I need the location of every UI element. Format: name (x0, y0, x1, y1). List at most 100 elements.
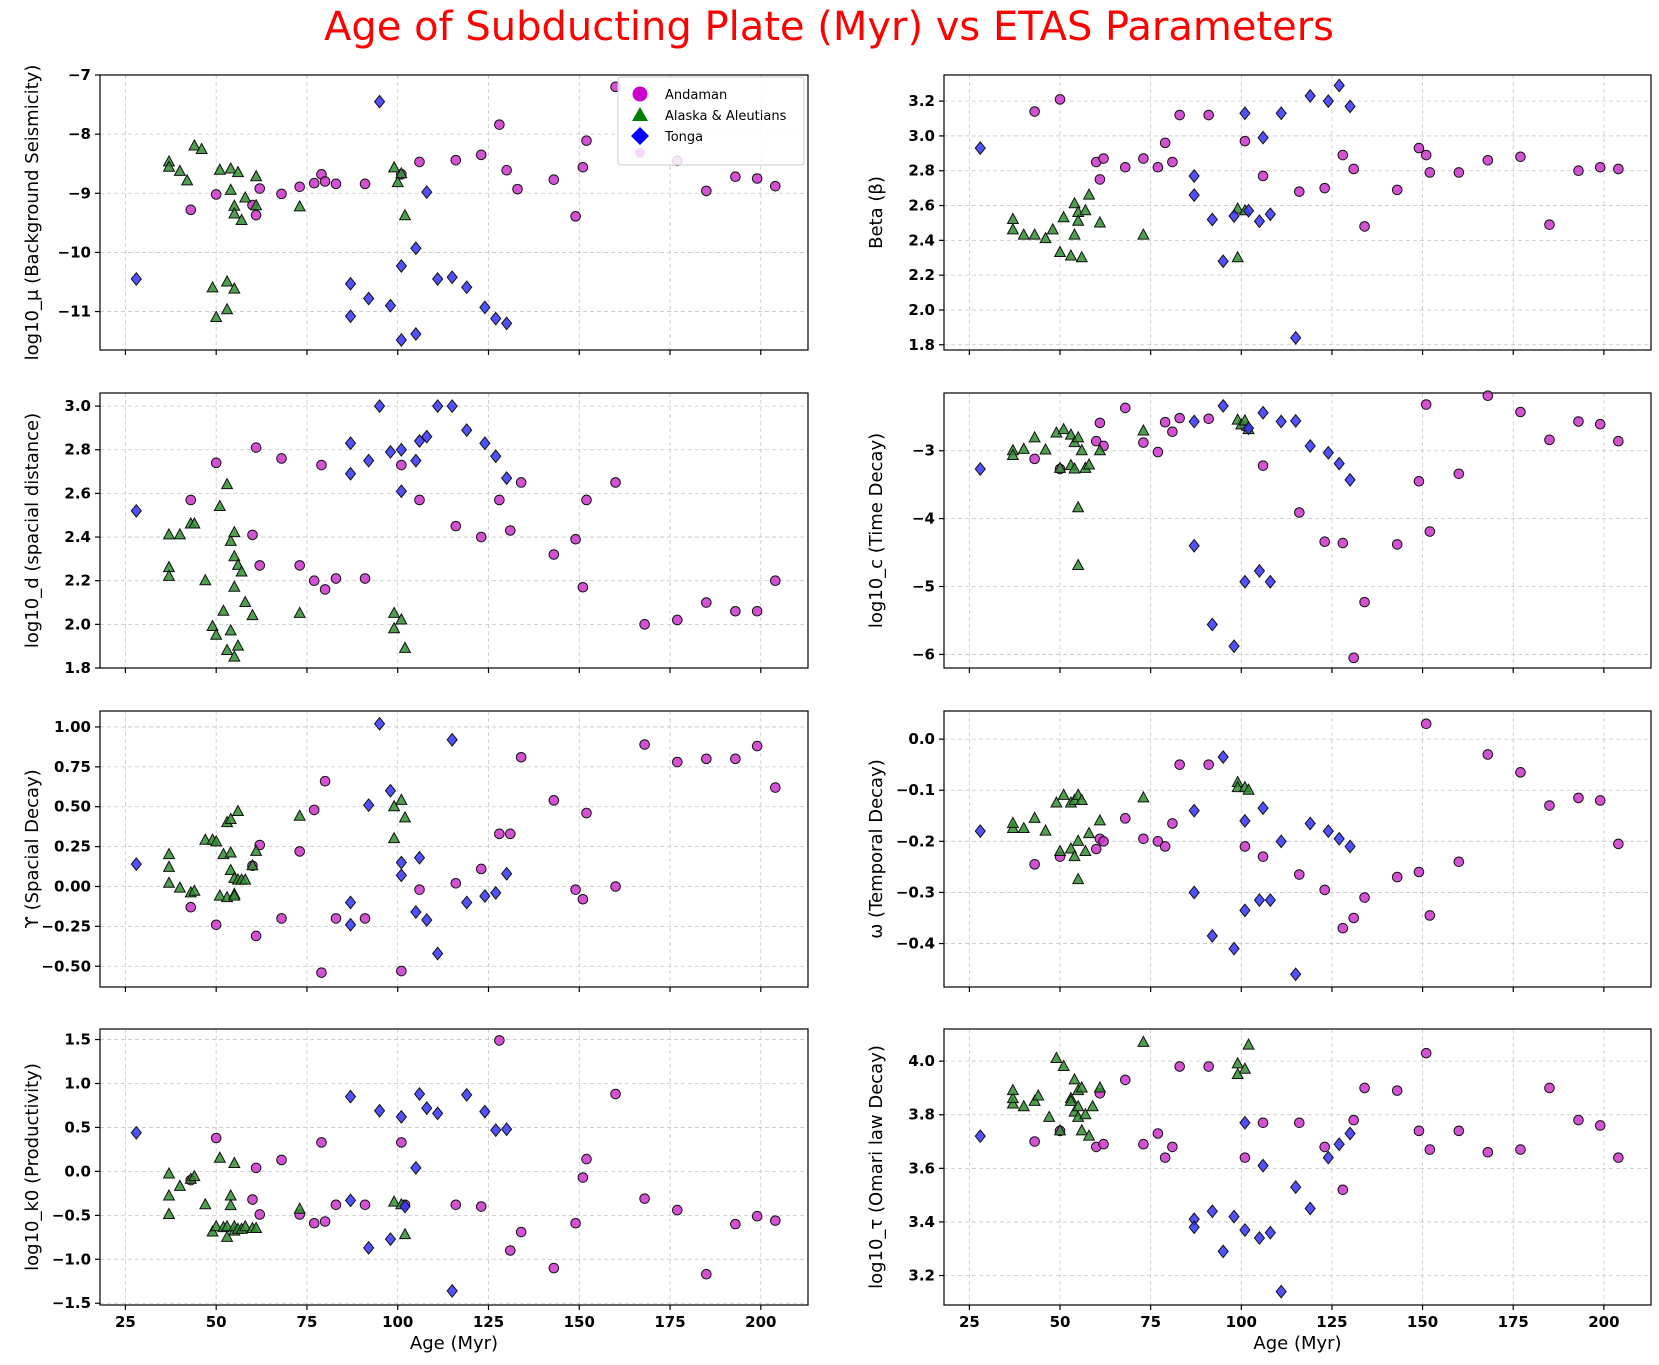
data-point-circle (308, 804, 320, 816)
data-point-circle (1294, 869, 1305, 880)
panel-2: 1.8 2.0 2.2 2.4 2.6 2.8 3.0 3.2 Beta (β) (866, 74, 1652, 355)
data-point-diamond (461, 280, 473, 295)
data-point-triangle (220, 1230, 234, 1242)
data-point-diamond (1264, 893, 1276, 908)
data-point-circle (319, 1216, 331, 1227)
data-point-triangle (1075, 793, 1089, 805)
data-point-circle (1413, 142, 1425, 154)
data-point-diamond (1257, 130, 1269, 145)
data-point-circle (701, 1268, 712, 1280)
data-point-circle (639, 1193, 650, 1204)
y-tick-label: −10 (58, 243, 91, 261)
x-tick-label: 75 (1140, 1313, 1161, 1331)
x-tick-label: 25 (115, 1313, 136, 1331)
data-point-triangle (1071, 214, 1085, 226)
y-tick-label: 3.4 (908, 1213, 935, 1231)
data-point-triangle (1006, 1091, 1020, 1104)
data-point-diamond (1304, 438, 1316, 453)
y-tick-label: 3.2 (908, 1267, 935, 1285)
grid (100, 1029, 808, 1305)
data-point-diamond (1290, 967, 1302, 982)
series-andaman (1029, 94, 1624, 232)
data-point-diamond (1304, 816, 1316, 831)
data-point-diamond (410, 241, 422, 256)
data-point-circle (1090, 435, 1102, 447)
data-point-circle (610, 477, 621, 488)
data-point-circle (1119, 1074, 1131, 1086)
data-point-circle (247, 529, 258, 541)
data-point-circle (1359, 221, 1370, 232)
data-point-circle (730, 753, 741, 765)
data-point-circle (1420, 1047, 1432, 1059)
data-point-triangle (1057, 788, 1070, 800)
data-point-triangle (1006, 222, 1020, 235)
y-tick-label: 2.8 (908, 162, 935, 180)
y-axis-label: Beta (β) (866, 176, 887, 249)
data-point-diamond (1290, 1180, 1302, 1195)
data-point-triangle (188, 516, 201, 529)
data-point-circle (254, 560, 266, 571)
data-point-diamond (490, 311, 502, 326)
data-point-triangle (220, 274, 234, 287)
data-point-diamond (1264, 207, 1276, 222)
data-point-triangle (1093, 215, 1107, 228)
data-point-diamond (1206, 928, 1218, 943)
data-point-circle (1319, 182, 1330, 194)
data-point-triangle (162, 876, 176, 888)
data-point-diamond (1253, 893, 1266, 908)
plot-frame (99, 710, 809, 988)
data-point-circle (1257, 1117, 1269, 1129)
data-point-circle (610, 881, 621, 892)
y-tick-label: −0.25 (41, 917, 91, 935)
data-point-circle (1054, 94, 1066, 105)
data-point-circle (1613, 435, 1624, 447)
data-point-circle (1391, 539, 1403, 550)
data-point-triangle (1071, 872, 1085, 885)
data-point-circle (1138, 153, 1149, 164)
data-point-circle (577, 581, 589, 593)
data-point-triangle (162, 847, 176, 860)
data-point-circle (701, 597, 712, 608)
data-point-circle (210, 919, 222, 931)
data-point-circle (501, 164, 512, 176)
data-point-triangle (231, 804, 245, 817)
data-point-diamond (1188, 168, 1200, 183)
data-point-triangle (387, 1195, 401, 1207)
plot-frame (99, 392, 809, 669)
data-point-circle (210, 189, 222, 200)
data-point-circle (276, 913, 287, 924)
data-point-circle (1119, 161, 1131, 173)
data-point-circle (1544, 800, 1555, 811)
data-point-circle (450, 878, 462, 889)
data-point-triangle (1086, 1099, 1099, 1112)
data-point-circle (1420, 399, 1432, 410)
data-point-circle (639, 739, 650, 750)
data-point-diamond (384, 444, 397, 459)
data-point-diamond (501, 866, 513, 881)
series-andaman (185, 739, 781, 978)
data-point-triangle (162, 569, 176, 581)
data-point-triangle (1039, 824, 1052, 836)
y-axis-label: log10_d (spacial distance) (22, 413, 43, 648)
data-point-triangle (220, 477, 234, 490)
data-point-diamond (344, 466, 357, 481)
y-axis-label: log10_k0 (Productivity) (22, 1063, 43, 1271)
data-point-diamond (1239, 1115, 1251, 1130)
y-tick-label: 1.8 (64, 659, 91, 677)
data-point-triangle (213, 499, 227, 511)
data-point-circle (185, 901, 197, 913)
y-tick-label: −8 (68, 125, 91, 143)
data-point-triangle (1071, 558, 1085, 570)
grid (944, 711, 1651, 987)
data-point-diamond (130, 857, 142, 872)
data-point-triangle (1057, 422, 1070, 435)
data-point-triangle (228, 549, 241, 562)
series-alaska-aleutians (1006, 413, 1255, 570)
data-point-circle (1573, 165, 1584, 177)
data-point-circle (414, 884, 425, 895)
data-point-triangle (1137, 423, 1150, 436)
data-point-diamond (1304, 88, 1316, 103)
data-point-diamond (373, 399, 386, 414)
panels-container: −11 −10 −9 −8 −7 log10_μ (Background Seismici… (22, 65, 1652, 1354)
series-tonga (974, 398, 1356, 654)
